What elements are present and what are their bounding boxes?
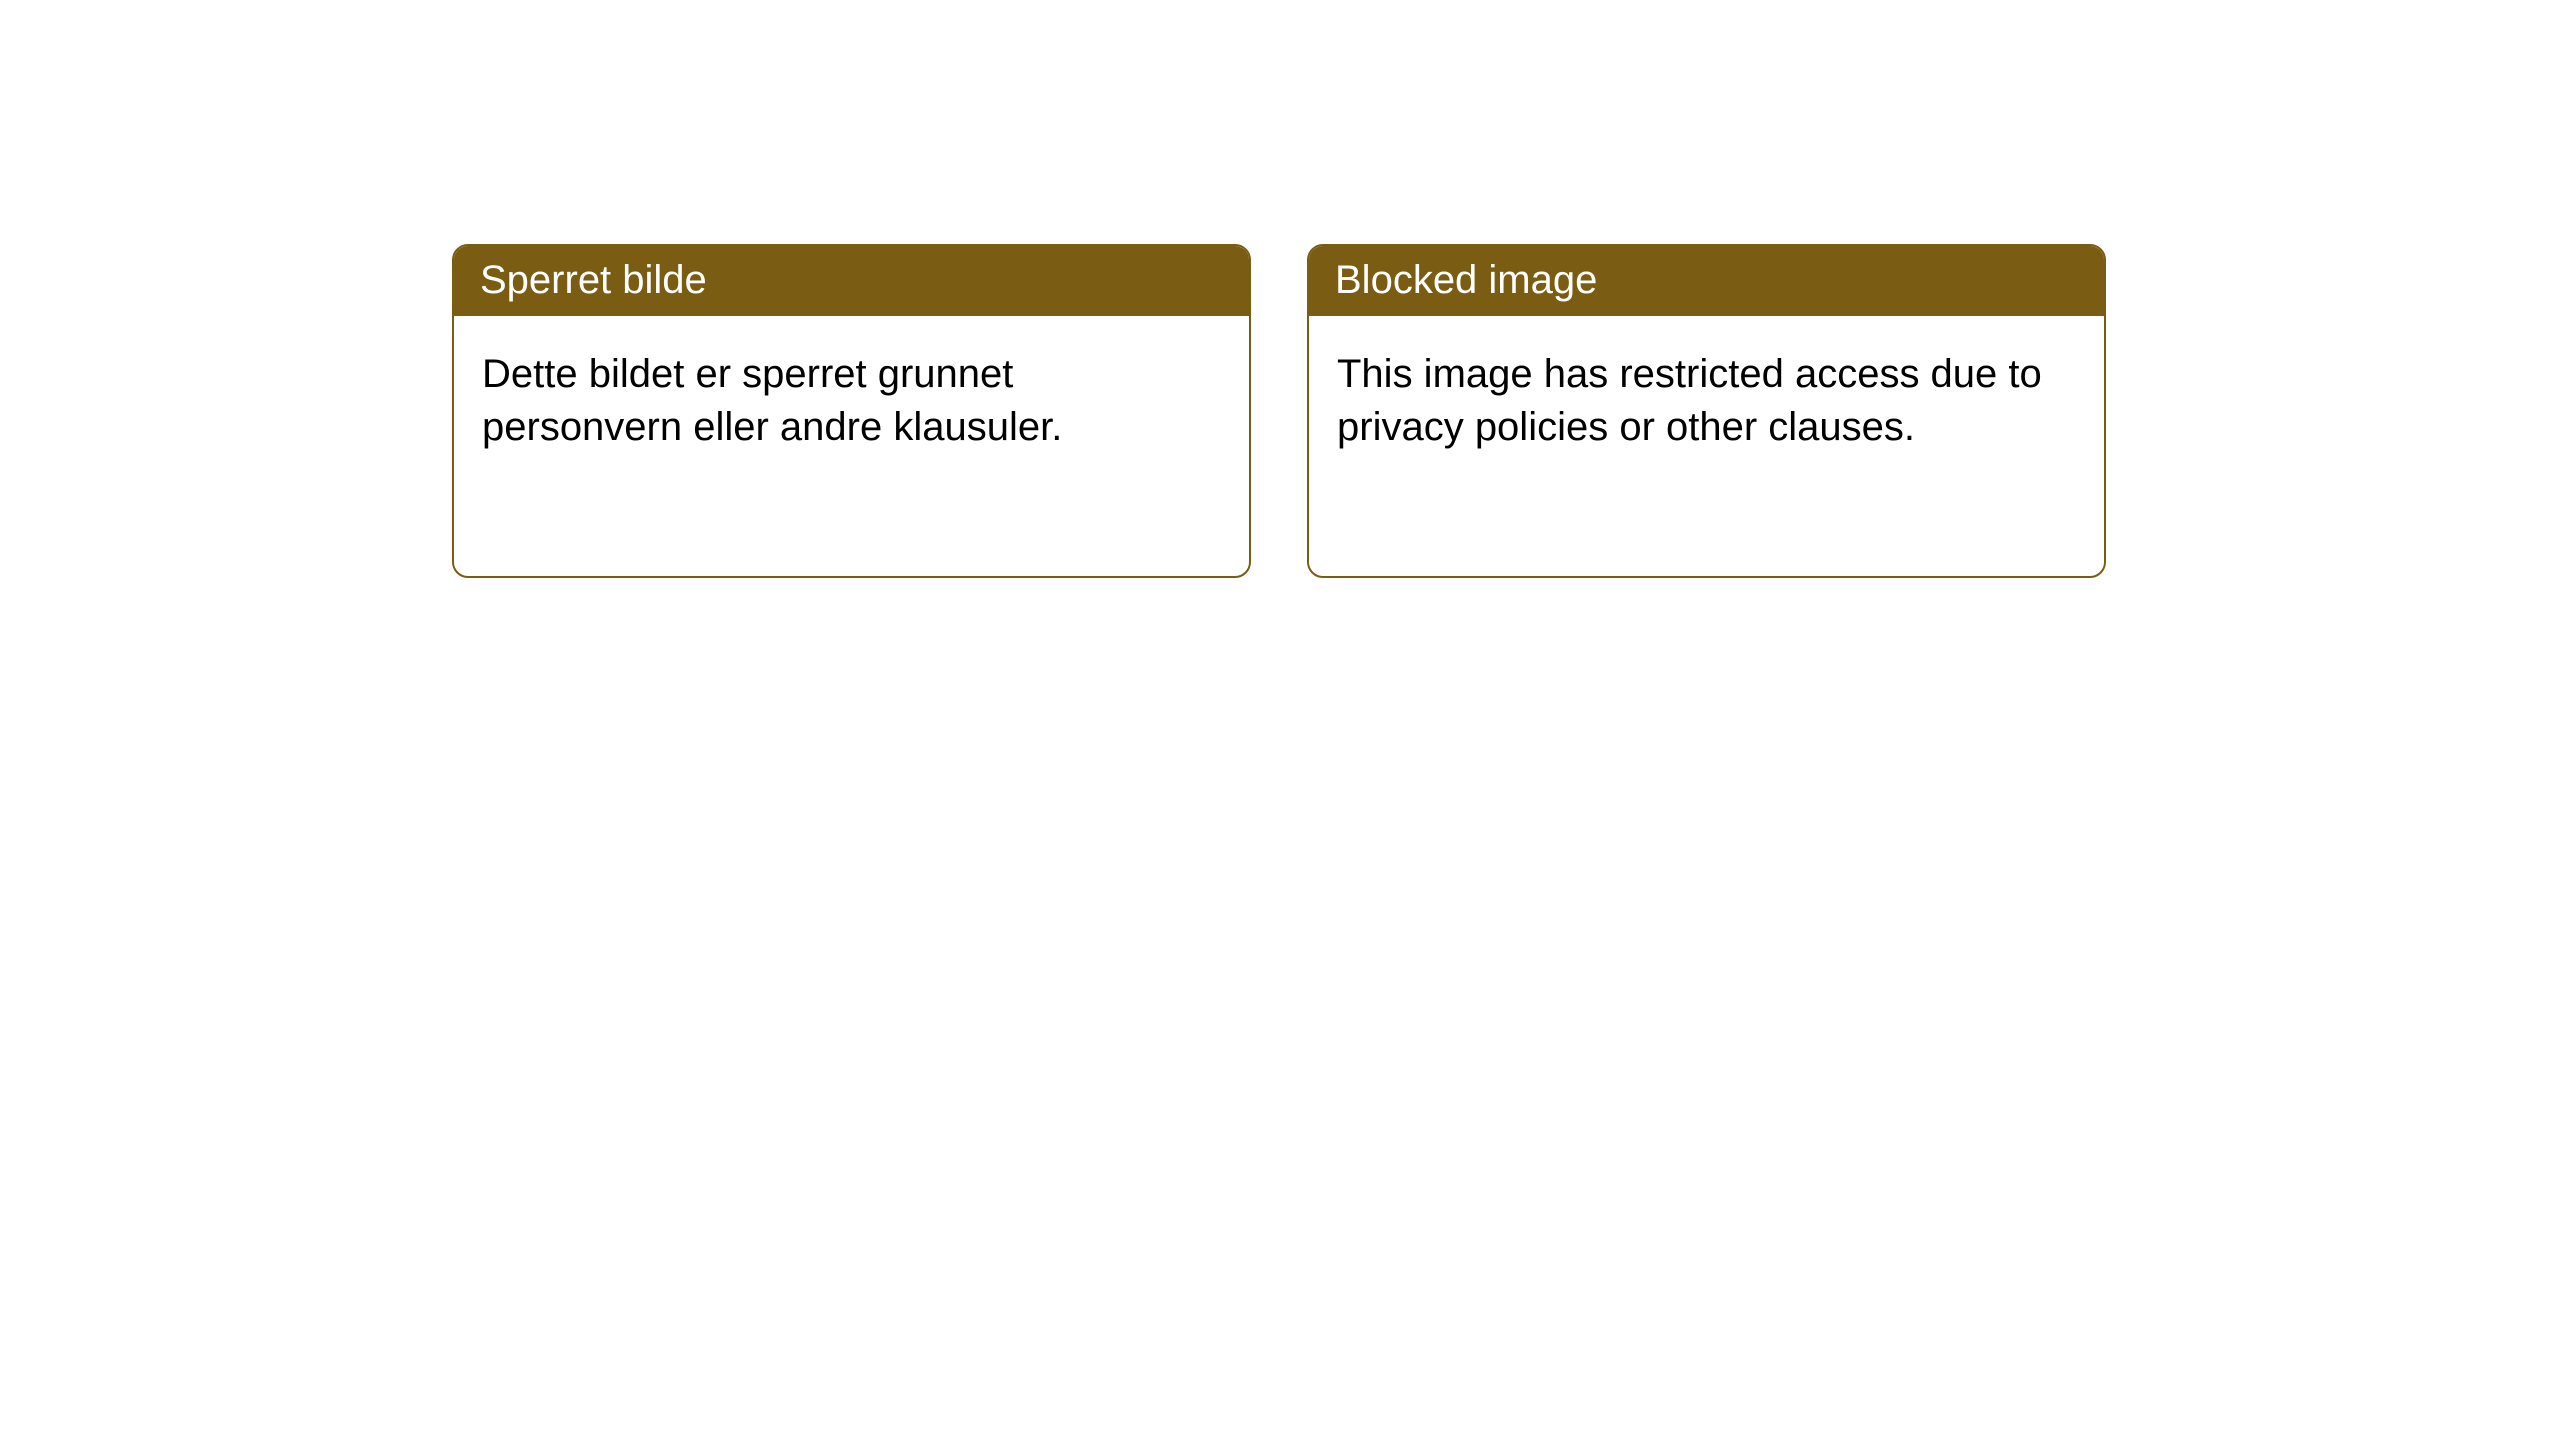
- cards-container: Sperret bilde Dette bildet er sperret gr…: [452, 244, 2106, 578]
- card-header-en: Blocked image: [1309, 246, 2104, 316]
- card-body-no: Dette bildet er sperret grunnet personve…: [454, 316, 1249, 486]
- blocked-image-card-no: Sperret bilde Dette bildet er sperret gr…: [452, 244, 1251, 578]
- blocked-image-card-en: Blocked image This image has restricted …: [1307, 244, 2106, 578]
- card-text-en: This image has restricted access due to …: [1337, 352, 2042, 449]
- card-header-no: Sperret bilde: [454, 246, 1249, 316]
- card-body-en: This image has restricted access due to …: [1309, 316, 2104, 486]
- card-title-no: Sperret bilde: [480, 258, 707, 302]
- card-title-en: Blocked image: [1335, 258, 1597, 302]
- card-text-no: Dette bildet er sperret grunnet personve…: [482, 352, 1062, 449]
